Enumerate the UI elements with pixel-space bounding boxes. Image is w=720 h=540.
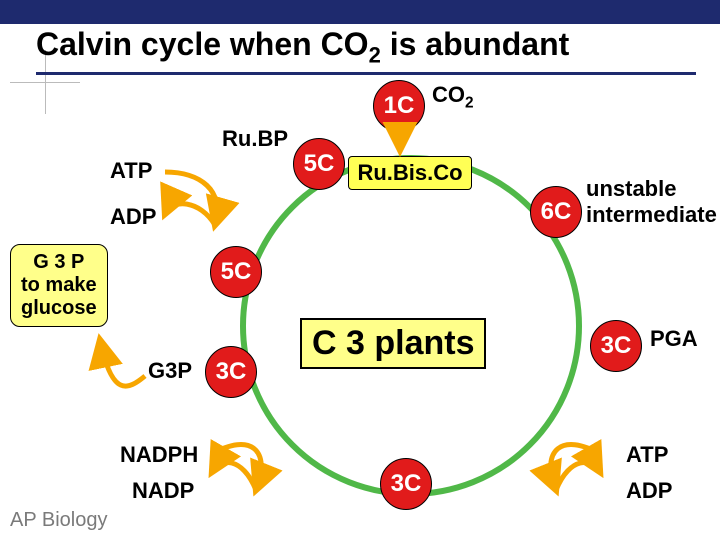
node-5c-rubp: 5C [293, 138, 345, 190]
label-co2: CO2 [432, 82, 474, 112]
node-3c-bottom: 3C [380, 458, 432, 510]
center-label-c3-plants: C 3 plants [300, 318, 486, 369]
label-rubp: Ru.BP [222, 126, 288, 152]
node-3c-g3p: 3C [205, 346, 257, 398]
node-rubisco: Ru.Bis.Co [348, 156, 472, 190]
label-adp-left: ADP [110, 204, 156, 230]
label-nadph: NADPH [120, 442, 198, 468]
slide-title: Calvin cycle when CO2 is abundant [36, 26, 696, 75]
label-pga: PGA [650, 326, 698, 352]
top-bar [0, 0, 720, 24]
g3p-output-box: G 3 P to make glucose [10, 244, 108, 327]
label-unstable-2: intermediate [586, 202, 717, 228]
label-adp-right: ADP [626, 478, 672, 504]
slide: Calvin cycle when CO2 is abundant 1C CO2… [0, 0, 720, 540]
node-3c-pga: 3C [590, 320, 642, 372]
label-nadp: NADP [132, 478, 194, 504]
node-1c-co2: 1C [373, 80, 425, 132]
label-atp-right: ATP [626, 442, 668, 468]
label-atp-left: ATP [110, 158, 152, 184]
label-g3p: G3P [148, 358, 192, 384]
g3p-box-line1: G 3 P [21, 251, 97, 274]
node-5c-left: 5C [210, 246, 262, 298]
footer-course: AP Biology [10, 509, 107, 532]
g3p-box-line3: glucose [21, 297, 97, 320]
label-unstable-1: unstable [586, 176, 676, 202]
g3p-box-line2: to make [21, 274, 97, 297]
node-6c: 6C [530, 186, 582, 238]
